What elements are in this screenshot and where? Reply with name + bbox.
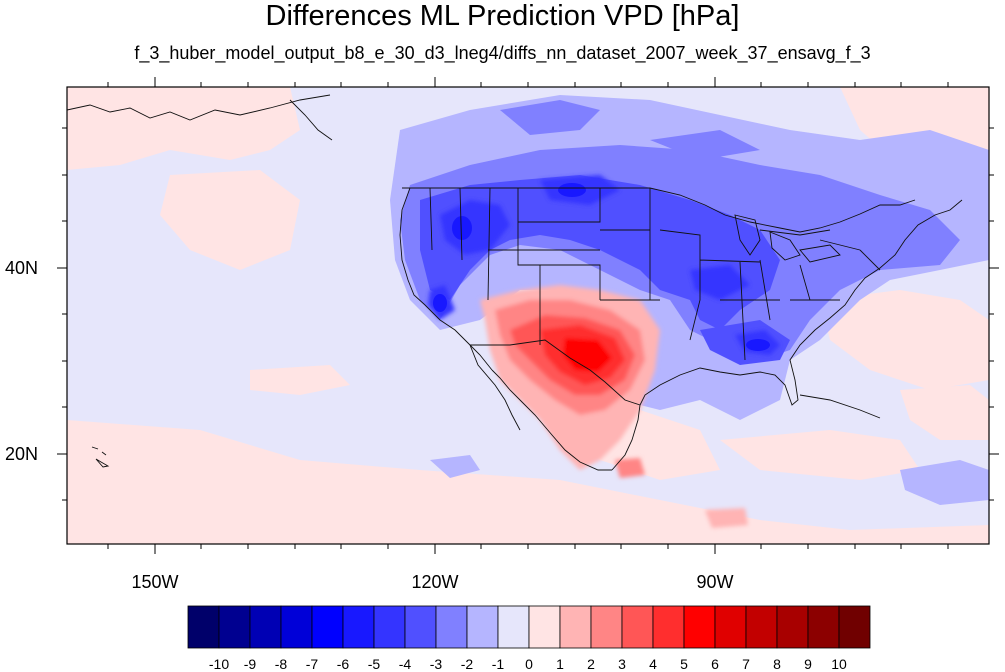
negative-peak-spots xyxy=(433,183,770,351)
lat-label-40n: 40N xyxy=(5,258,39,278)
colorbar-label: 1 xyxy=(556,656,564,672)
colorbar-swatch xyxy=(590,605,623,649)
map-title: Differences ML Prediction VPD [hPa] xyxy=(265,0,740,32)
colorbar-label: -9 xyxy=(243,656,257,672)
map-field xyxy=(67,87,989,544)
colorbar-label: 7 xyxy=(742,656,750,672)
colorbar-swatch xyxy=(807,605,840,649)
colorbar-swatch xyxy=(342,605,375,649)
colorbar-swatch xyxy=(621,605,654,649)
colorbar xyxy=(187,605,871,649)
colorbar-label: 4 xyxy=(649,656,657,672)
colorbar-swatch xyxy=(559,605,592,649)
colorbar-swatch xyxy=(373,605,406,649)
colorbar-swatch xyxy=(683,605,716,649)
colorbar-swatch xyxy=(218,605,251,649)
colorbar-label: 2 xyxy=(587,656,595,672)
colorbar-label: -3 xyxy=(429,656,443,672)
colorbar-swatch xyxy=(652,605,685,649)
colorbar-label: -8 xyxy=(274,656,288,672)
colorbar-label: -4 xyxy=(398,656,412,672)
colorbar-label: -6 xyxy=(336,656,350,672)
colorbar-swatch xyxy=(497,605,530,649)
colorbar-swatch xyxy=(776,605,809,649)
colorbar-label: 3 xyxy=(618,656,626,672)
colorbar-swatch xyxy=(187,605,220,649)
colorbar-label: 0 xyxy=(525,656,533,672)
colorbar-label: -5 xyxy=(367,656,381,672)
lon-label-90w: 90W xyxy=(696,572,734,592)
plot-frame xyxy=(57,77,999,554)
colorbar-label: -10 xyxy=(208,656,230,672)
colorbar-label: 9 xyxy=(804,656,812,672)
colorbar-swatch xyxy=(466,605,499,649)
colorbar-swatch xyxy=(404,605,437,649)
colorbar-label: 10 xyxy=(831,656,847,672)
colorbar-swatch xyxy=(528,605,561,649)
colorbar-label: 5 xyxy=(680,656,688,672)
colorbar-label: 8 xyxy=(773,656,781,672)
colorbar-label: -2 xyxy=(460,656,474,672)
lon-label-150w: 150W xyxy=(131,572,179,592)
map-subtitle: f_3_huber_model_output_b8_e_30_d3_lneg4/… xyxy=(134,43,871,63)
lat-label-20n: 20N xyxy=(5,444,39,464)
colorbar-swatch xyxy=(249,605,282,649)
lon-label-120w: 120W xyxy=(411,572,459,592)
colorbar-label: -1 xyxy=(491,656,505,672)
colorbar-swatch xyxy=(714,605,747,649)
colorbar-swatch xyxy=(280,605,313,649)
colorbar-label: -7 xyxy=(305,656,319,672)
boundary-lines xyxy=(66,94,963,471)
colorbar-swatch xyxy=(435,605,468,649)
colorbar-label: 6 xyxy=(711,656,719,672)
colorbar-swatch xyxy=(311,605,344,649)
colorbar-swatch xyxy=(745,605,778,649)
colorbar-swatch xyxy=(838,605,871,649)
